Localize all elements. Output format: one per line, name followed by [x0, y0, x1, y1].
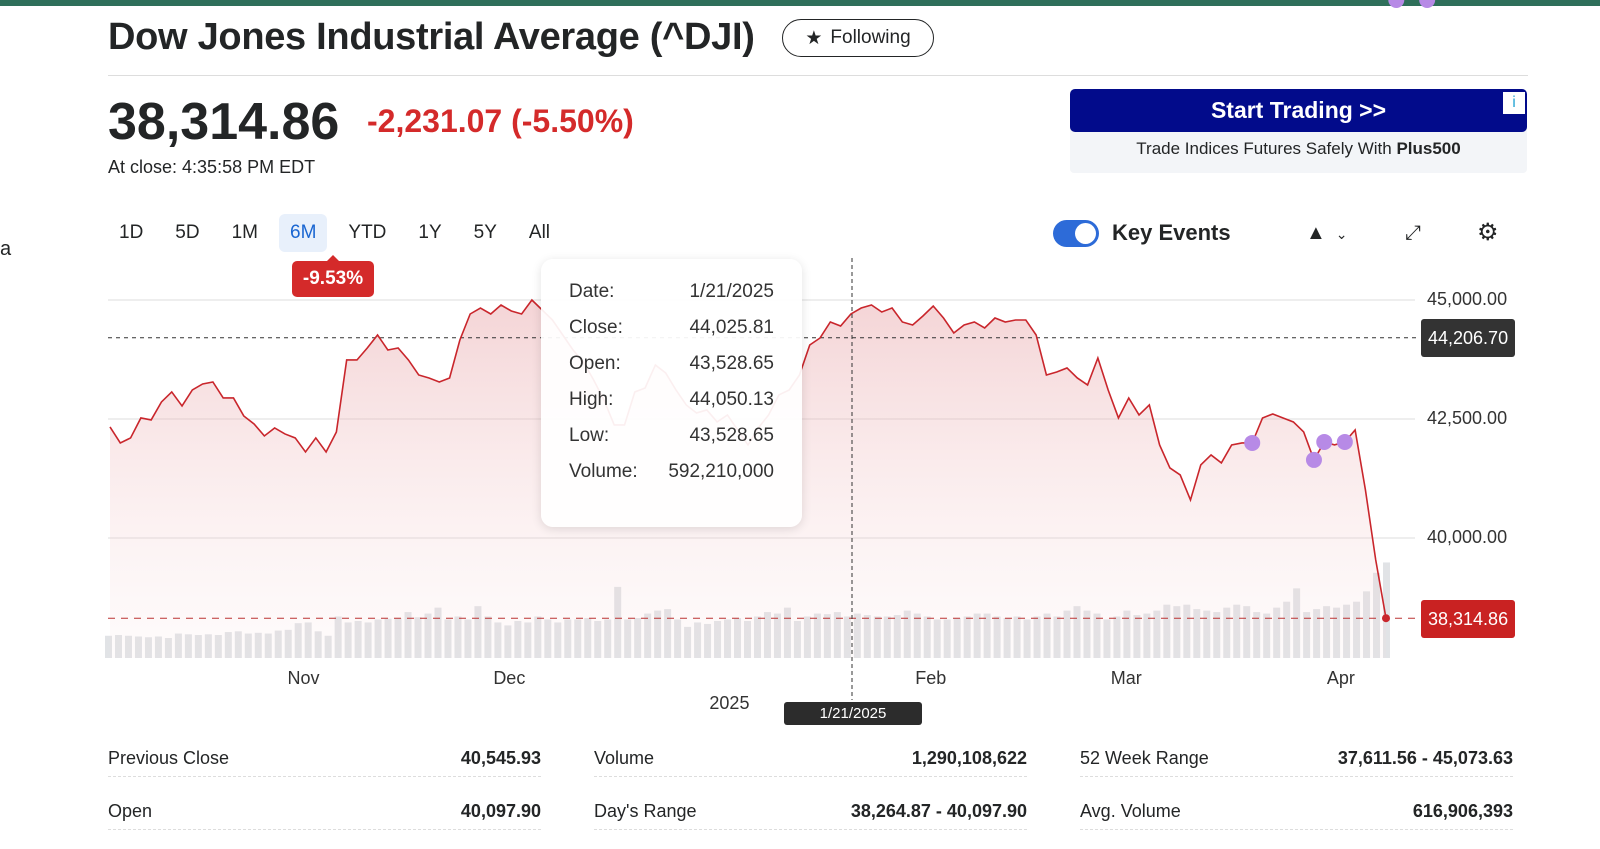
- ad-choices-icon[interactable]: i: [1503, 92, 1525, 114]
- key-events-label: Key Events: [1112, 220, 1231, 245]
- range-tab-1d[interactable]: 1D: [119, 222, 144, 243]
- range-tab-1y[interactable]: 1Y: [418, 222, 442, 243]
- following-label: Following: [830, 27, 911, 48]
- y-tick-label: 45,000.00: [1427, 289, 1508, 309]
- ad-brand: Plus500: [1396, 139, 1461, 158]
- tooltip-key: Open:: [569, 353, 621, 374]
- stat-row: Open 40,097.90: [108, 793, 541, 830]
- range-tab-1m[interactable]: 1M: [231, 222, 258, 243]
- range-tab-5y[interactable]: 5Y: [473, 222, 497, 243]
- range-change-badge: -9.53%: [292, 255, 374, 297]
- volume-bar: [105, 635, 112, 658]
- stat-value: 38,264.87 - 40,097.90: [850, 800, 1027, 821]
- stat-label: 52 Week Range: [1080, 747, 1209, 768]
- x-tick-label: Nov: [287, 668, 320, 688]
- tooltip-row: Open: 43,528.65: [569, 353, 774, 389]
- stat-label: Open: [108, 800, 153, 821]
- stat-value: 37,611.56 - 45,073.63: [1337, 747, 1513, 768]
- tooltip-value: 44,025.81: [689, 317, 774, 338]
- y-tick-label: 40,000.00: [1427, 527, 1508, 547]
- x-tick-label: Dec: [493, 668, 526, 688]
- range-tabs: 1D 5D 1M 6M YTD 1Y 5Y All: [108, 214, 571, 252]
- crosshair-date-label: 1/21/2025: [784, 702, 922, 725]
- stat-label: Avg. Volume: [1080, 800, 1181, 821]
- following-button[interactable]: ★ Following: [782, 19, 934, 57]
- x-tick-label: Feb: [915, 668, 947, 688]
- range-tab-all[interactable]: All: [528, 222, 551, 243]
- x-tick-label: 2025: [709, 693, 750, 713]
- key-event-marker: [1336, 433, 1353, 450]
- ad-banner[interactable]: Start Trading >> i Trade Indices Futures…: [1070, 89, 1527, 173]
- start-trading-button[interactable]: Start Trading >>: [1070, 89, 1527, 132]
- stat-row: Day's Range 38,264.87 - 40,097.90: [594, 793, 1027, 830]
- stat-row: Previous Close 40,545.93: [108, 740, 541, 777]
- tooltip-row: High: 44,050.13: [569, 389, 774, 425]
- x-tick-label: Mar: [1110, 668, 1142, 688]
- reference-price-label: 44,206.70: [1421, 319, 1516, 357]
- tooltip-value: 43,528.65: [689, 353, 774, 374]
- range-tab-5d[interactable]: 5D: [175, 222, 200, 243]
- current-price-label: 38,314.86: [1421, 600, 1516, 638]
- tooltip-value: 44,050.13: [689, 389, 774, 410]
- key-event-marker: [1388, 0, 1405, 8]
- tooltip-value: 592,210,000: [668, 461, 774, 482]
- stat-value: 40,097.90: [460, 800, 541, 821]
- tooltip-row: Date: 1/21/2025: [569, 281, 774, 317]
- tooltip-value: 43,528.65: [689, 425, 774, 446]
- key-event-marker: [1316, 433, 1333, 450]
- close-time: At close: 4:35:58 PM EDT: [108, 157, 316, 177]
- volume-bar: [1383, 562, 1390, 658]
- price-change: -2,231.07 (-5.50%): [367, 103, 634, 140]
- tooltip-key: Date:: [569, 281, 615, 302]
- stat-row: Volume 1,290,108,622: [594, 740, 1027, 777]
- gear-icon[interactable]: ⚙: [1477, 219, 1499, 246]
- expand-icon[interactable]: ⤢: [1405, 222, 1421, 244]
- stat-value: 1,290,108,622: [911, 747, 1027, 768]
- tooltip-row: Close: 44,025.81: [569, 317, 774, 353]
- change-percent: (-5.50%): [511, 103, 634, 139]
- stat-value: 616,906,393: [1412, 800, 1513, 821]
- tooltip-key: Low:: [569, 425, 610, 446]
- stray-text: a: [0, 238, 12, 260]
- tooltip-key: High:: [569, 389, 614, 410]
- range-tab-ytd[interactable]: YTD: [348, 222, 387, 243]
- stat-value: 40,545.93: [460, 747, 541, 768]
- tooltip-row: Low: 43,528.65: [569, 425, 774, 461]
- star-icon: ★: [805, 27, 823, 49]
- y-tick-label: 42,500.00: [1427, 408, 1508, 428]
- tooltip-key: Volume:: [569, 461, 638, 482]
- stat-label: Day's Range: [594, 800, 697, 821]
- tooltip-value: 1/21/2025: [689, 281, 774, 302]
- ad-sub-text: Trade Indices Futures Safely With: [1136, 139, 1397, 158]
- stat-label: Previous Close: [108, 747, 230, 768]
- chevron-down-icon: ⌄: [1335, 226, 1348, 242]
- key-event-marker: [1305, 451, 1322, 468]
- quote-stats: Previous Close 40,545.93 Volume 1,290,108,6…: [108, 740, 1514, 846]
- tooltip-key: Close:: [569, 317, 623, 338]
- key-events-toggle[interactable]: [1053, 220, 1099, 247]
- top-border: [0, 0, 1600, 6]
- chart-type-icon[interactable]: ▲ ⌄: [1306, 222, 1348, 244]
- key-event-marker: [1419, 0, 1436, 8]
- stat-row: Avg. Volume 616,906,393: [1080, 793, 1513, 830]
- stat-label: Volume: [594, 747, 655, 768]
- key-event-marker: [1244, 434, 1261, 451]
- change-value: -2,231.07: [367, 103, 503, 139]
- ad-text: Trade Indices Futures Safely With Plus50…: [1070, 139, 1527, 159]
- stat-row: 52 Week Range 37,611.56 - 45,073.63: [1080, 740, 1513, 777]
- page-title: Dow Jones Industrial Average (^DJI): [108, 16, 755, 58]
- divider: [108, 75, 1528, 76]
- current-price: 38,314.86: [108, 93, 340, 151]
- x-tick-label: Apr: [1326, 668, 1355, 688]
- chart-tooltip: Date: 1/21/2025 Close: 44,025.81 Open: 43,528…: [541, 259, 802, 527]
- last-price-dot: [1382, 614, 1390, 623]
- tooltip-row: Volume: 592,210,000: [569, 461, 774, 497]
- range-tab-6m[interactable]: 6M: [279, 214, 328, 252]
